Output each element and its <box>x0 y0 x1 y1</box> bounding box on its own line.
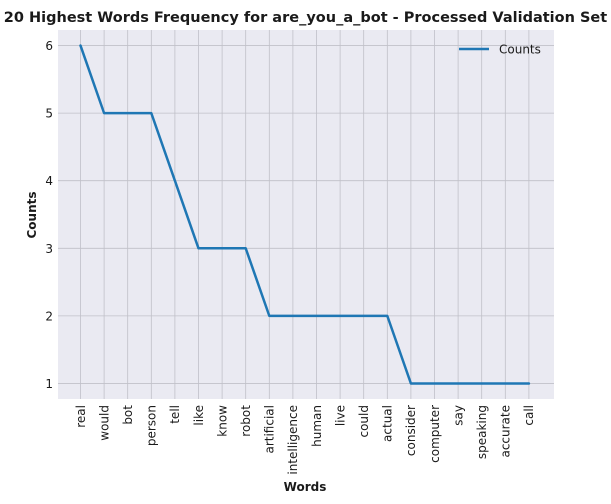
y-tick-label: 5 <box>45 107 53 121</box>
x-tick-label: like <box>192 405 206 426</box>
x-tick-label: person <box>145 405 159 446</box>
legend: Counts <box>459 43 541 57</box>
x-axis-ticks: real would bot person tell like know robot artif… <box>74 405 536 475</box>
y-tick-label: 1 <box>45 377 53 391</box>
x-tick-label: tell <box>168 405 182 424</box>
x-tick-label: artificial <box>263 405 277 454</box>
series-layer <box>79 44 531 385</box>
x-tick-label: computer <box>428 405 442 463</box>
x-tick-label: intelligence <box>286 405 300 475</box>
x-tick-label: know <box>215 405 229 437</box>
y-tick-label: 6 <box>45 39 53 53</box>
plot-area <box>58 30 554 399</box>
series-line-counts <box>79 44 531 385</box>
x-tick-label: call <box>522 405 536 426</box>
x-tick-label: robot <box>239 405 253 437</box>
y-tick-label: 2 <box>45 309 53 323</box>
chart-title: 20 Highest Words Frequency for are_you_a… <box>4 10 607 26</box>
grid-lines <box>58 30 554 399</box>
y-tick-label: 3 <box>45 242 53 256</box>
y-axis-ticks: 1 2 3 4 5 6 <box>45 39 53 391</box>
x-tick-label: consider <box>404 405 418 456</box>
x-tick-label: bot <box>121 405 135 425</box>
x-tick-label: could <box>357 405 371 438</box>
x-tick-label: human <box>310 405 324 447</box>
x-tick-label: speaking <box>475 405 489 459</box>
x-tick-label: accurate <box>499 405 513 458</box>
x-axis-label: Words <box>284 480 327 494</box>
x-tick-label: real <box>74 405 88 428</box>
x-tick-label: would <box>97 405 111 441</box>
y-axis-label: Counts <box>25 191 39 238</box>
legend-label-counts: Counts <box>499 43 541 57</box>
x-tick-label: live <box>333 405 347 426</box>
y-tick-label: 4 <box>45 174 53 188</box>
x-tick-label: actual <box>381 405 395 442</box>
x-tick-label: say <box>451 405 465 426</box>
